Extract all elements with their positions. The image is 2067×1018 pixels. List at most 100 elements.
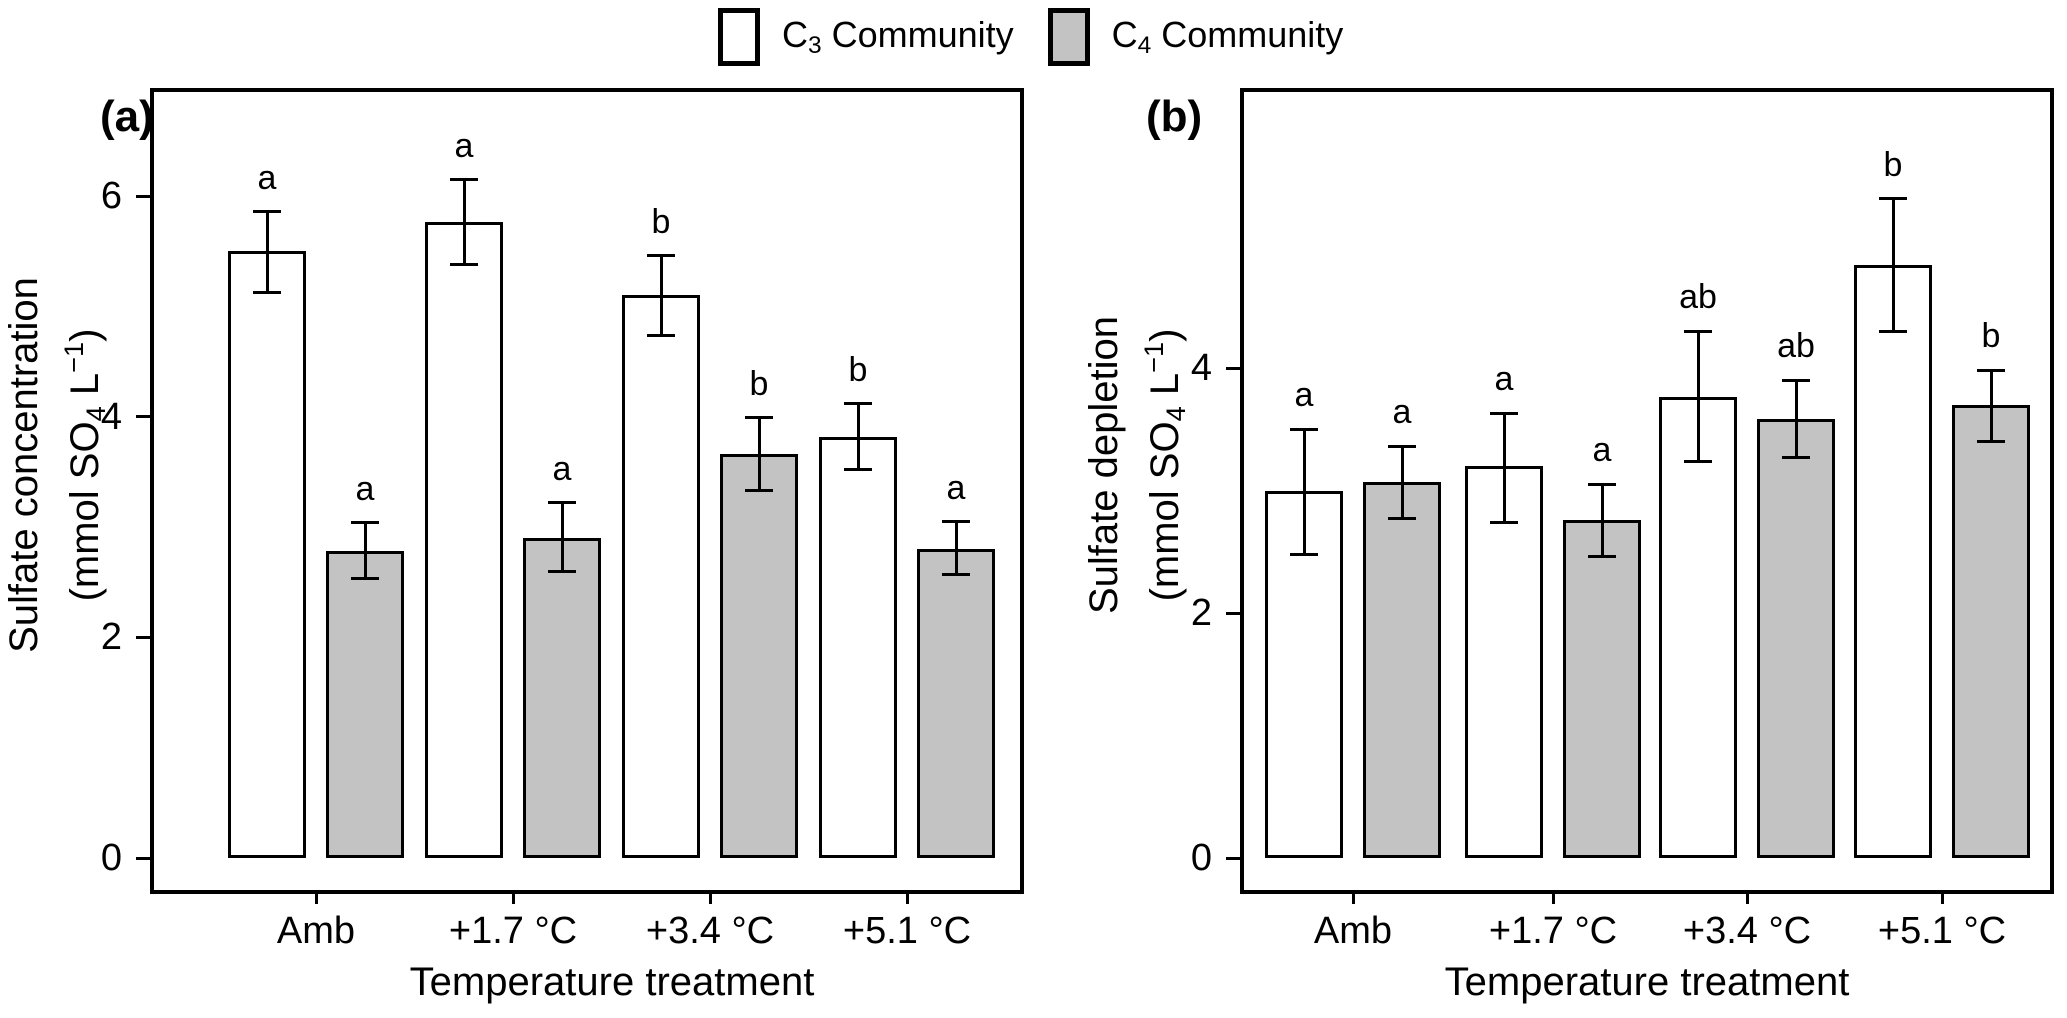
x-tick-label-panel-a: Amb: [276, 910, 356, 952]
legend-swatch-c3: [718, 8, 760, 66]
error-bar-c4--5.1-c: [1989, 370, 1993, 442]
panel-b-unit-sub: 4: [1159, 406, 1191, 422]
error-cap-top-c4--1.7-c: [1588, 482, 1616, 486]
x-tick-label-panel-b: +5.1 °C: [1877, 910, 2007, 952]
error-cap-top-c3--1.7-c: [1490, 411, 1518, 415]
y-tick-panel-b: [1226, 611, 1240, 615]
panel-a-unit-pre: (mmol SO: [63, 421, 108, 602]
x-tick-label-panel-a: +1.7 °C: [448, 910, 578, 952]
y-tick-label-panel-a: 4: [100, 395, 122, 438]
error-cap-bottom-c4--3.4-c: [745, 489, 773, 493]
error-cap-top-c4--1.7-c: [548, 501, 576, 505]
error-cap-bottom-c3--3.4-c: [1684, 459, 1712, 463]
x-tick-label-panel-b: +1.7 °C: [1488, 910, 1618, 952]
sig-letter-c3--5.1-c: b: [1883, 145, 1903, 184]
error-cap-top-c4--3.4-c: [1782, 378, 1810, 382]
error-cap-top-c4--5.1-c: [1977, 368, 2005, 372]
legend: C3 Community C4 Community: [718, 8, 1343, 66]
panel-a-tag: (a): [100, 92, 154, 141]
bar-c4--5.1-c: [1952, 404, 2030, 858]
panel-a-x-axis-title: Temperature treatment: [409, 960, 815, 1004]
error-bar-c4--5.1-c: [954, 521, 958, 575]
legend-item-c4: C4 Community: [1047, 8, 1344, 66]
legend-item-c3: C3 Community: [718, 8, 1014, 66]
error-cap-top-c4--5.1-c: [942, 520, 970, 524]
error-cap-bottom-c4--3.4-c: [1782, 455, 1810, 459]
error-bar-c4-amb: [363, 522, 367, 579]
y-tick-label-panel-a: 2: [100, 616, 122, 659]
x-tick-label-panel-a: +3.4 °C: [645, 910, 775, 952]
legend-label-c4-sub: 4: [1137, 32, 1152, 60]
panel-b-unit-post: ): [1143, 328, 1188, 342]
sig-letter-c4--1.7-c: a: [552, 449, 572, 488]
bar-c3--1.7-c: [1465, 466, 1543, 858]
panel-a-unit-sup: −1: [58, 341, 90, 373]
y-tick-panel-b: [1226, 856, 1240, 860]
error-bar-c3--5.1-c: [1891, 198, 1895, 332]
error-bar-c3--5.1-c: [856, 403, 860, 470]
legend-label-c3-pre: C: [782, 13, 808, 55]
error-cap-top-c3--5.1-c: [1879, 197, 1907, 201]
bar-c3--5.1-c: [819, 436, 897, 858]
bar-c4-amb: [1363, 481, 1441, 858]
error-cap-bottom-c4--5.1-c: [942, 573, 970, 577]
y-tick-label-panel-b: 2: [1190, 592, 1212, 634]
legend-swatch-c4: [1047, 8, 1090, 66]
x-tick-panel-b: [1551, 890, 1555, 904]
panel-a-plot-frame: [150, 88, 1024, 894]
sig-letter-c3--3.4-c: ab: [1679, 278, 1717, 317]
legend-label-c4: C4 Community: [1112, 14, 1344, 60]
error-cap-bottom-c3-amb: [253, 290, 281, 294]
panel-a-y-title-line2: (mmol SO4 L−1): [49, 277, 121, 653]
error-cap-bottom-c3-amb: [1290, 552, 1318, 556]
x-tick-panel-b: [1940, 890, 1944, 904]
legend-label-c3: C3 Community: [782, 14, 1014, 60]
x-tick-panel-a: [511, 890, 515, 904]
error-cap-bottom-c4-amb: [1388, 517, 1416, 521]
sig-letter-c3--1.7-c: a: [1494, 360, 1514, 399]
x-tick-panel-a: [905, 890, 909, 904]
error-cap-top-c3-amb: [253, 210, 281, 214]
x-tick-label-panel-b: Amb: [1313, 910, 1393, 952]
panel-b-unit-pre: (mmol SO: [1143, 421, 1188, 602]
panel-b-tag: (b): [1146, 92, 1203, 141]
bar-c3--5.1-c: [1854, 265, 1932, 858]
legend-label-c3-sub: 3: [808, 32, 822, 60]
bar-c3-amb: [228, 251, 306, 858]
error-bar-c3--1.7-c: [1502, 413, 1506, 523]
error-bar-c3-amb: [265, 211, 269, 293]
error-cap-top-c4--3.4-c: [745, 416, 773, 420]
sig-letter-c3-amb: a: [257, 158, 277, 197]
error-cap-top-c3--5.1-c: [844, 402, 872, 406]
error-bar-c3-amb: [1302, 429, 1306, 555]
y-tick-label-panel-a: 0: [100, 837, 122, 879]
error-cap-bottom-c4--5.1-c: [1977, 440, 2005, 443]
y-tick-panel-a: [136, 635, 150, 639]
error-cap-top-c4-amb: [1388, 444, 1416, 448]
error-cap-bottom-c4--1.7-c: [548, 569, 576, 573]
panel-a-y-title-line1: Sulfate concentration: [2, 277, 47, 653]
panel-b-x-axis-title: Temperature treatment: [1444, 960, 1850, 1004]
x-tick-panel-b: [1745, 890, 1749, 904]
error-cap-bottom-c3--1.7-c: [450, 263, 478, 267]
error-cap-bottom-c3--5.1-c: [1879, 329, 1907, 333]
error-bar-c4-amb: [1400, 446, 1404, 519]
sig-letter-c3--5.1-c: b: [848, 350, 868, 389]
legend-label-c4-pre: C: [1111, 13, 1138, 55]
sig-letter-c3--1.7-c: a: [454, 126, 474, 165]
error-bar-c3--3.4-c: [659, 255, 663, 336]
y-tick-panel-a: [136, 194, 150, 198]
sig-letter-c4--5.1-c: b: [1981, 317, 2001, 356]
error-bar-c4--1.7-c: [1600, 484, 1604, 557]
y-tick-panel-a: [136, 856, 150, 860]
error-bar-c4--1.7-c: [560, 502, 564, 572]
error-cap-bottom-c3--5.1-c: [844, 468, 872, 472]
bar-c4--3.4-c: [720, 454, 798, 858]
error-cap-bottom-c4--1.7-c: [1588, 555, 1616, 559]
y-tick-panel-b: [1226, 366, 1240, 370]
x-tick-panel-a: [708, 890, 712, 904]
panel-a-unit-post: ): [63, 328, 108, 342]
bar-c4--5.1-c: [917, 549, 995, 858]
bar-c3--3.4-c: [622, 295, 700, 858]
